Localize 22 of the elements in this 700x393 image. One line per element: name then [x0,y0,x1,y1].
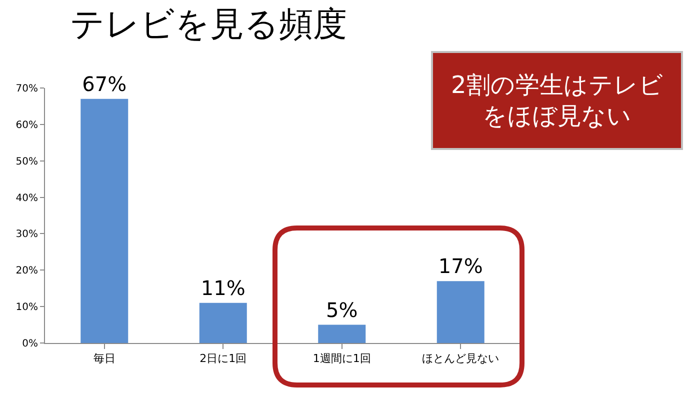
data-label: 11% [200,276,246,300]
y-tick-label: 20% [16,266,38,277]
x-tick-label: 2日に1回 [200,352,247,366]
y-tick-label: 10% [16,302,38,314]
y-tick-label: 60% [16,120,38,131]
chart-title: テレビを見る頻度 [70,4,347,45]
y-tick-label: 30% [16,229,38,240]
x-tick-label: 1週間に1回 [312,352,371,366]
y-tick-label: 40% [16,192,38,204]
x-tick-label: ほとんど見ない [422,352,500,366]
bar [199,302,247,343]
data-label: 5% [326,298,358,322]
x-tick-label: 毎日 [93,352,116,366]
annotation: 2割の学生はテレビをほぼ見ない [451,71,664,130]
data-label: 67% [82,72,127,96]
bar [318,324,366,343]
data-label: 17% [438,254,483,278]
y-tick-label: 50% [16,156,38,168]
y-tick-label: 70% [16,84,38,94]
y-tick-label: 0% [22,338,38,350]
bar [80,98,128,343]
bar [436,281,484,343]
